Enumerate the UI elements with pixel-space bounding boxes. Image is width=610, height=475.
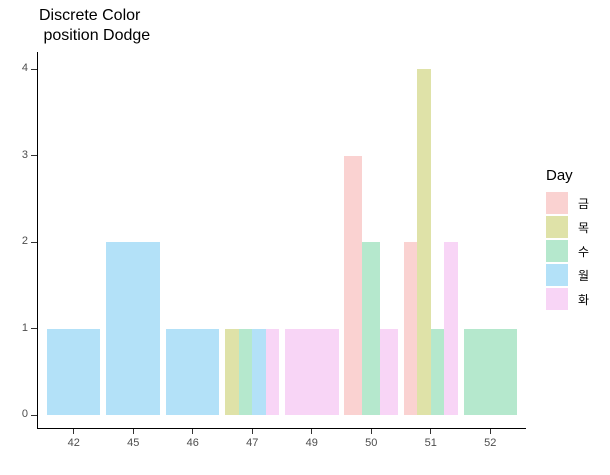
legend-key	[546, 216, 568, 238]
legend-label: 수	[578, 244, 590, 259]
y-axis-line	[37, 52, 38, 429]
x-tick-label: 46	[186, 437, 199, 449]
legend-label: 금	[578, 196, 590, 211]
x-tick-label: 51	[424, 437, 437, 449]
y-tick	[31, 241, 37, 243]
y-tick	[31, 414, 37, 416]
legend-key	[546, 240, 568, 262]
x-axis-line	[37, 428, 526, 429]
x-tick-label: 49	[305, 437, 318, 449]
bar	[430, 328, 445, 415]
x-tick-label: 50	[365, 437, 378, 449]
bar	[463, 328, 518, 415]
y-tick	[31, 328, 37, 329]
x-tick	[311, 429, 313, 434]
x-tick	[489, 429, 491, 434]
y-tick	[31, 68, 37, 70]
x-tick	[73, 429, 75, 434]
bar	[444, 242, 458, 415]
legend-key	[546, 288, 568, 310]
y-tick-label: 3	[21, 148, 28, 161]
bar	[252, 328, 266, 415]
legend-key	[546, 264, 568, 286]
chart-title-line1: Discrete Color	[39, 7, 141, 24]
chart-title: Discrete Color position Dodge	[39, 6, 150, 46]
y-tick-label: 0	[21, 408, 28, 420]
legend-label: 목	[578, 220, 590, 235]
legend-title: Day	[546, 167, 573, 184]
bar	[165, 328, 220, 415]
legend-item: 목	[546, 216, 589, 238]
x-tick	[192, 429, 194, 434]
bar	[417, 69, 431, 415]
bar	[404, 242, 418, 415]
x-tick	[132, 429, 134, 434]
legend-label: 월	[578, 268, 590, 283]
legend-label: 화	[578, 292, 590, 307]
x-tick	[370, 429, 372, 434]
bar	[265, 328, 279, 415]
y-tick-label: 1	[21, 321, 28, 334]
chart-title-line2: position Dodge	[39, 27, 151, 44]
bar	[284, 328, 339, 415]
x-tick-label: 52	[484, 437, 497, 449]
x-tick-label: 42	[67, 437, 80, 449]
legend-item: 수	[546, 240, 589, 262]
bar	[362, 242, 381, 415]
x-tick	[430, 429, 432, 434]
bar	[344, 155, 363, 415]
bar	[238, 328, 253, 415]
x-tick-label: 45	[127, 437, 140, 449]
x-tick	[251, 429, 253, 434]
legend-item: 화	[546, 288, 589, 310]
bar	[46, 328, 101, 415]
y-tick-label: 4	[21, 62, 28, 74]
bar	[380, 328, 399, 415]
legend-item: 금	[546, 192, 589, 214]
legend-item: 월	[546, 264, 589, 286]
legend-key	[546, 192, 568, 214]
bar	[106, 242, 160, 415]
y-tick-label: 2	[21, 235, 28, 247]
y-tick	[31, 155, 37, 156]
x-tick-label: 47	[246, 437, 259, 449]
bar	[225, 328, 239, 415]
